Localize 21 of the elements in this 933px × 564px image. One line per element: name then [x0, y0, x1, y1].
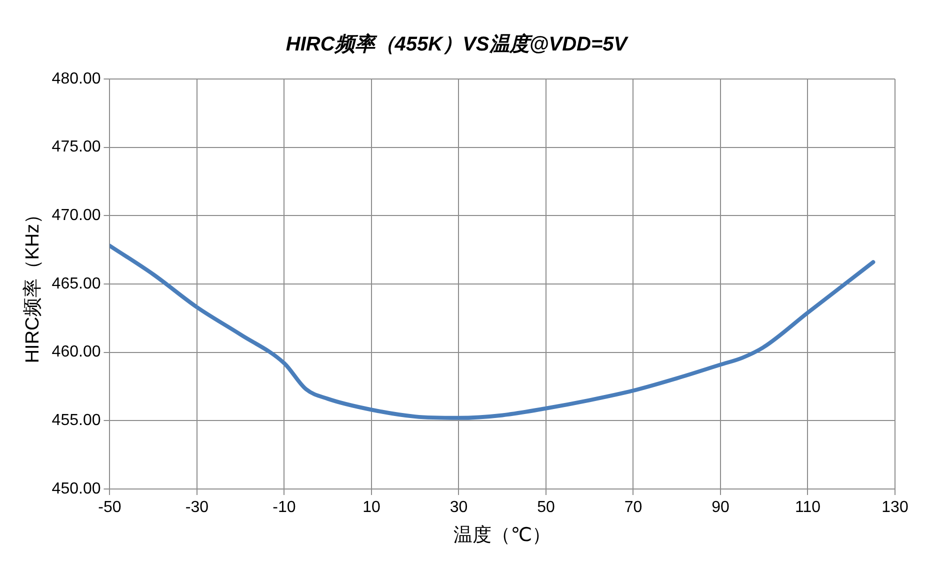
x-axis-title: 温度（℃）: [454, 524, 552, 546]
chart-title: HIRC频率（455K）VS温度@VDD=5V: [286, 32, 629, 56]
x-tick-label: 30: [450, 499, 468, 516]
x-tick-label: -50: [98, 499, 122, 516]
x-tick-label: -10: [272, 499, 296, 516]
x-tick-label: -30: [185, 499, 209, 516]
y-tick-label: 460.00: [52, 344, 101, 361]
x-tick-label: 50: [537, 499, 555, 516]
y-axis-title: HIRC频率（KHz）: [22, 204, 44, 364]
x-tick-label: 10: [362, 499, 380, 516]
line-series: [110, 244, 876, 420]
y-tick-label: 455.00: [52, 412, 101, 430]
y-tick-label: 470.00: [52, 207, 101, 224]
y-tick-label: 480.00: [52, 70, 101, 88]
x-tick-label: 110: [794, 499, 821, 516]
y-tick-label: 450.00: [52, 480, 101, 498]
x-tick-label: 70: [624, 499, 642, 516]
x-tick-label: 130: [882, 499, 908, 516]
x-tick-label: 90: [712, 499, 730, 516]
y-tick-label: 465.00: [52, 275, 101, 292]
y-tick-label: 475.00: [52, 138, 101, 156]
